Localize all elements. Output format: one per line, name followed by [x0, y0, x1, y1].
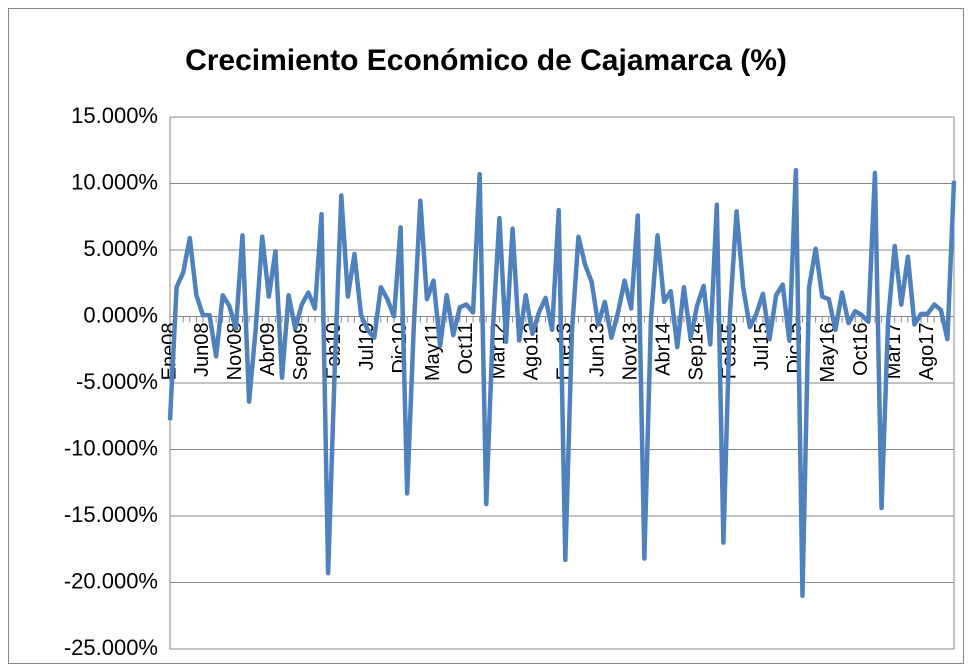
- y-tick-label: 10.000%: [71, 169, 158, 194]
- x-tick-label: Ago12: [521, 323, 543, 381]
- x-tick-label: Nov13: [619, 323, 641, 381]
- chart-title: Crecimiento Económico de Cajamarca (%): [185, 44, 787, 77]
- x-tick-label: Nov08: [224, 323, 246, 381]
- y-tick-label: 5.000%: [83, 236, 158, 261]
- y-tick-label: 15.000%: [71, 103, 158, 128]
- x-tick-label: Abr14: [652, 323, 674, 376]
- x-tick-label: Dic10: [389, 323, 411, 374]
- y-tick-label: -20.000%: [64, 568, 158, 593]
- x-tick-label: Sep09: [290, 323, 312, 381]
- x-tick-label: Jun13: [587, 323, 609, 378]
- y-tick-label: -25.000%: [64, 635, 158, 660]
- data-line: [167, 167, 957, 599]
- y-tick-label: -10.000%: [64, 435, 158, 460]
- x-tick-label: Jun08: [191, 323, 213, 378]
- y-tick-label: -5.000%: [76, 369, 158, 394]
- x-tick-label: May16: [817, 323, 839, 383]
- y-tick-label: 0.000%: [83, 302, 158, 327]
- x-tick-label: Abr09: [257, 323, 279, 376]
- y-tick-label: -15.000%: [64, 502, 158, 527]
- x-tick-label: Oct11: [455, 323, 477, 375]
- x-tick-label: Ene08: [158, 323, 180, 381]
- x-tick-label: Ago17: [916, 323, 938, 381]
- x-tick-label: Oct16: [850, 323, 872, 376]
